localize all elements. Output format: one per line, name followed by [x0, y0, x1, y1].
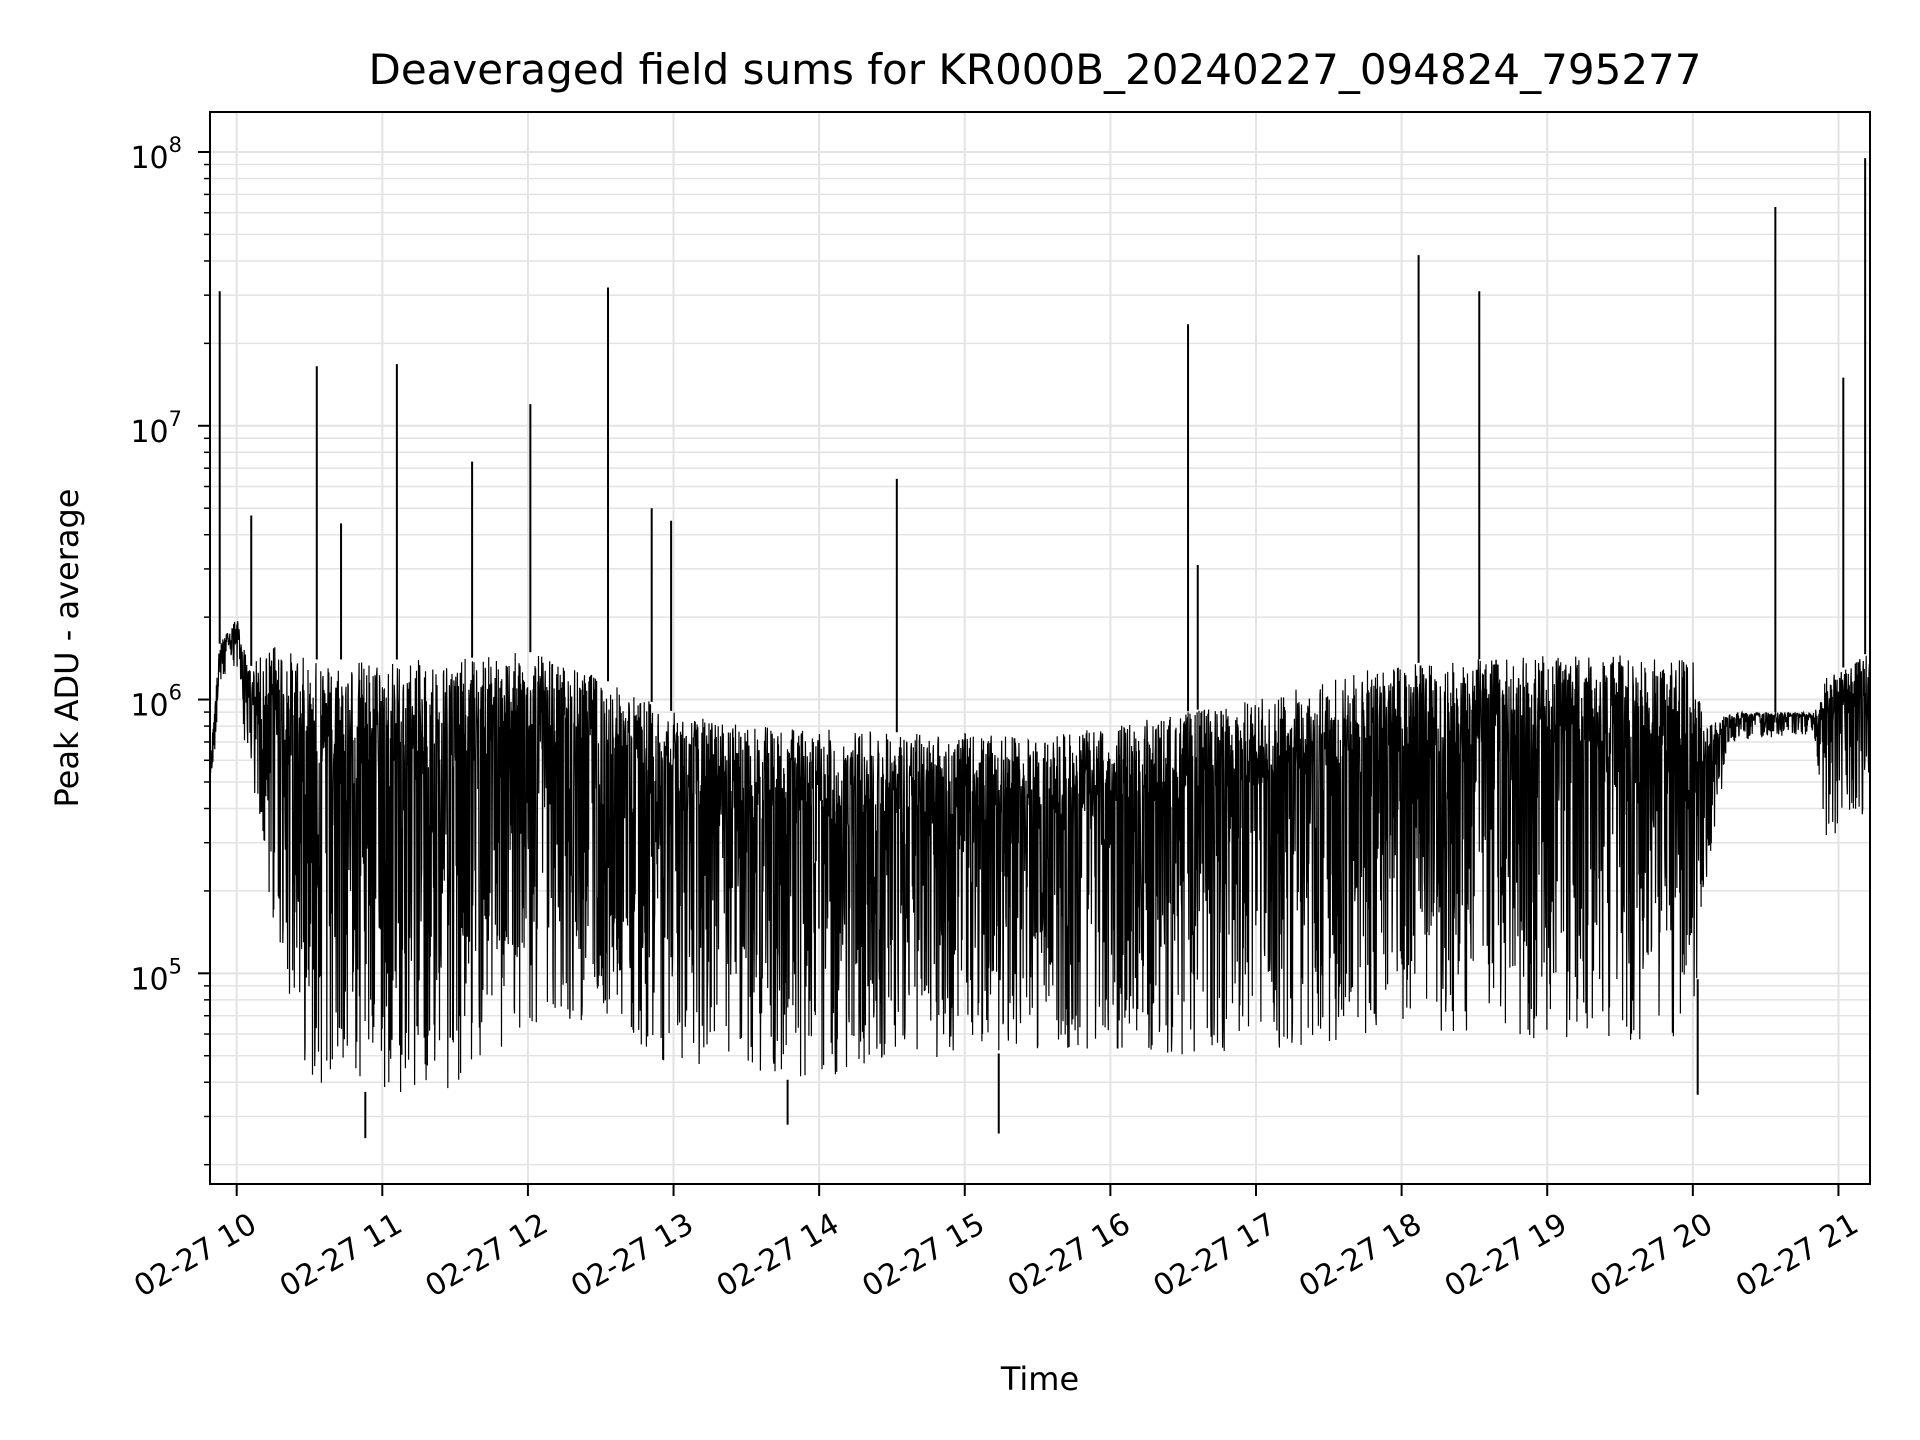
- y-axis-label: Peak ADU - average: [48, 489, 86, 808]
- y-tick-label: 107: [130, 407, 182, 450]
- series-line: [209, 621, 1871, 1093]
- x-axis-label: Time: [1000, 1360, 1079, 1398]
- plot-frame: [209, 111, 1871, 1185]
- y-tick-label: 105: [130, 954, 182, 997]
- y-tick-label: 106: [130, 681, 182, 724]
- data-series: [209, 158, 1871, 1139]
- chart-title: Deaveraged field sums for KR000B_2024022…: [369, 45, 1702, 94]
- y-tick-label: 108: [130, 133, 182, 176]
